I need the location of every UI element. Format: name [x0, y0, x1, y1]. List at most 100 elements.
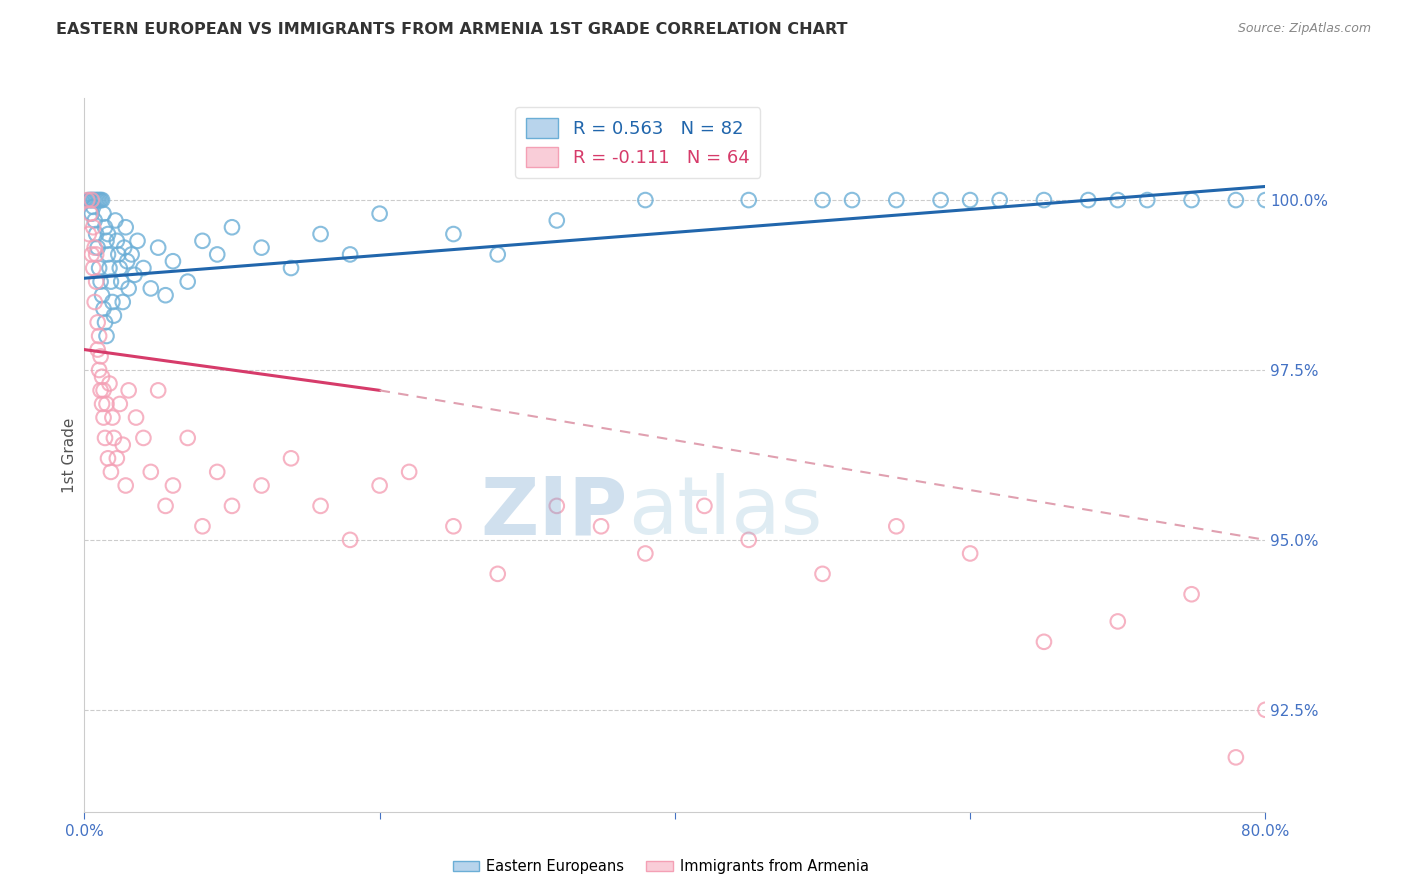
Point: [93, 301, 115, 316]
Point: [162, 478, 184, 492]
Point: [441, 227, 464, 241]
Point: [139, 281, 162, 295]
Point: [111, 438, 134, 452]
Point: [80, 193, 103, 207]
Point: [94, 431, 117, 445]
Point: [86, 343, 108, 357]
Point: [83, 295, 105, 310]
Point: [114, 220, 136, 235]
Point: [738, 193, 761, 207]
Point: [118, 281, 141, 295]
Point: [100, 275, 122, 289]
Point: [86, 193, 108, 207]
Point: [1032, 193, 1054, 207]
Point: [250, 478, 273, 492]
Point: [91, 193, 114, 207]
Point: [205, 247, 228, 261]
Point: [177, 431, 200, 445]
Point: [546, 213, 568, 227]
Point: [634, 546, 657, 560]
Point: [118, 384, 141, 398]
Point: [959, 193, 981, 207]
Point: [83, 213, 105, 227]
Point: [82, 200, 104, 214]
Point: [127, 234, 149, 248]
Point: [93, 410, 115, 425]
Point: [86, 315, 108, 329]
Legend: R = 0.563   N = 82, R = -0.111   N = 64: R = 0.563 N = 82, R = -0.111 N = 64: [515, 107, 761, 178]
Point: [90, 275, 112, 289]
Point: [90, 384, 112, 398]
Text: ZIP: ZIP: [481, 473, 627, 551]
Point: [738, 533, 761, 547]
Point: [91, 288, 114, 302]
Point: [221, 220, 243, 235]
Point: [79, 193, 101, 207]
Point: [101, 295, 124, 310]
Point: [82, 260, 104, 275]
Point: [177, 275, 200, 289]
Point: [89, 193, 111, 207]
Point: [80, 247, 103, 261]
Point: [86, 241, 108, 255]
Point: [441, 519, 464, 533]
Point: [104, 213, 127, 227]
Point: [91, 369, 114, 384]
Point: [591, 519, 613, 533]
Point: [368, 478, 391, 492]
Point: [77, 193, 100, 207]
Point: [155, 288, 177, 302]
Point: [121, 247, 143, 261]
Point: [98, 260, 121, 275]
Point: [80, 193, 103, 207]
Point: [309, 227, 332, 241]
Point: [89, 329, 111, 343]
Point: [89, 260, 111, 275]
Point: [96, 329, 118, 343]
Point: [103, 309, 125, 323]
Point: [115, 254, 138, 268]
Point: [107, 247, 129, 261]
Point: [103, 431, 125, 445]
Point: [125, 410, 148, 425]
Point: [886, 519, 908, 533]
Point: [82, 193, 104, 207]
Point: [1136, 193, 1159, 207]
Point: [1107, 615, 1129, 629]
Point: [96, 234, 118, 248]
Point: [89, 363, 111, 377]
Point: [93, 384, 115, 398]
Point: [811, 566, 834, 581]
Point: [77, 227, 100, 241]
Point: [1181, 587, 1204, 601]
Point: [1254, 193, 1277, 207]
Point: [1329, 193, 1351, 207]
Point: [309, 499, 332, 513]
Point: [250, 241, 273, 255]
Point: [339, 247, 361, 261]
Point: [634, 193, 657, 207]
Point: [368, 207, 391, 221]
Point: [280, 260, 302, 275]
Point: [84, 227, 107, 241]
Text: atlas: atlas: [627, 473, 823, 551]
Legend: Eastern Europeans, Immigrants from Armenia: Eastern Europeans, Immigrants from Armen…: [447, 854, 875, 880]
Point: [1284, 193, 1306, 207]
Point: [93, 207, 115, 221]
Point: [90, 350, 112, 364]
Point: [988, 193, 1011, 207]
Point: [546, 499, 568, 513]
Point: [139, 465, 162, 479]
Point: [811, 193, 834, 207]
Point: [97, 227, 120, 241]
Text: Source: ZipAtlas.com: Source: ZipAtlas.com: [1237, 22, 1371, 36]
Point: [84, 193, 107, 207]
Point: [84, 247, 107, 261]
Point: [111, 295, 134, 310]
Point: [100, 465, 122, 479]
Point: [205, 465, 228, 479]
Point: [84, 275, 107, 289]
Point: [80, 207, 103, 221]
Point: [76, 193, 98, 207]
Point: [110, 275, 132, 289]
